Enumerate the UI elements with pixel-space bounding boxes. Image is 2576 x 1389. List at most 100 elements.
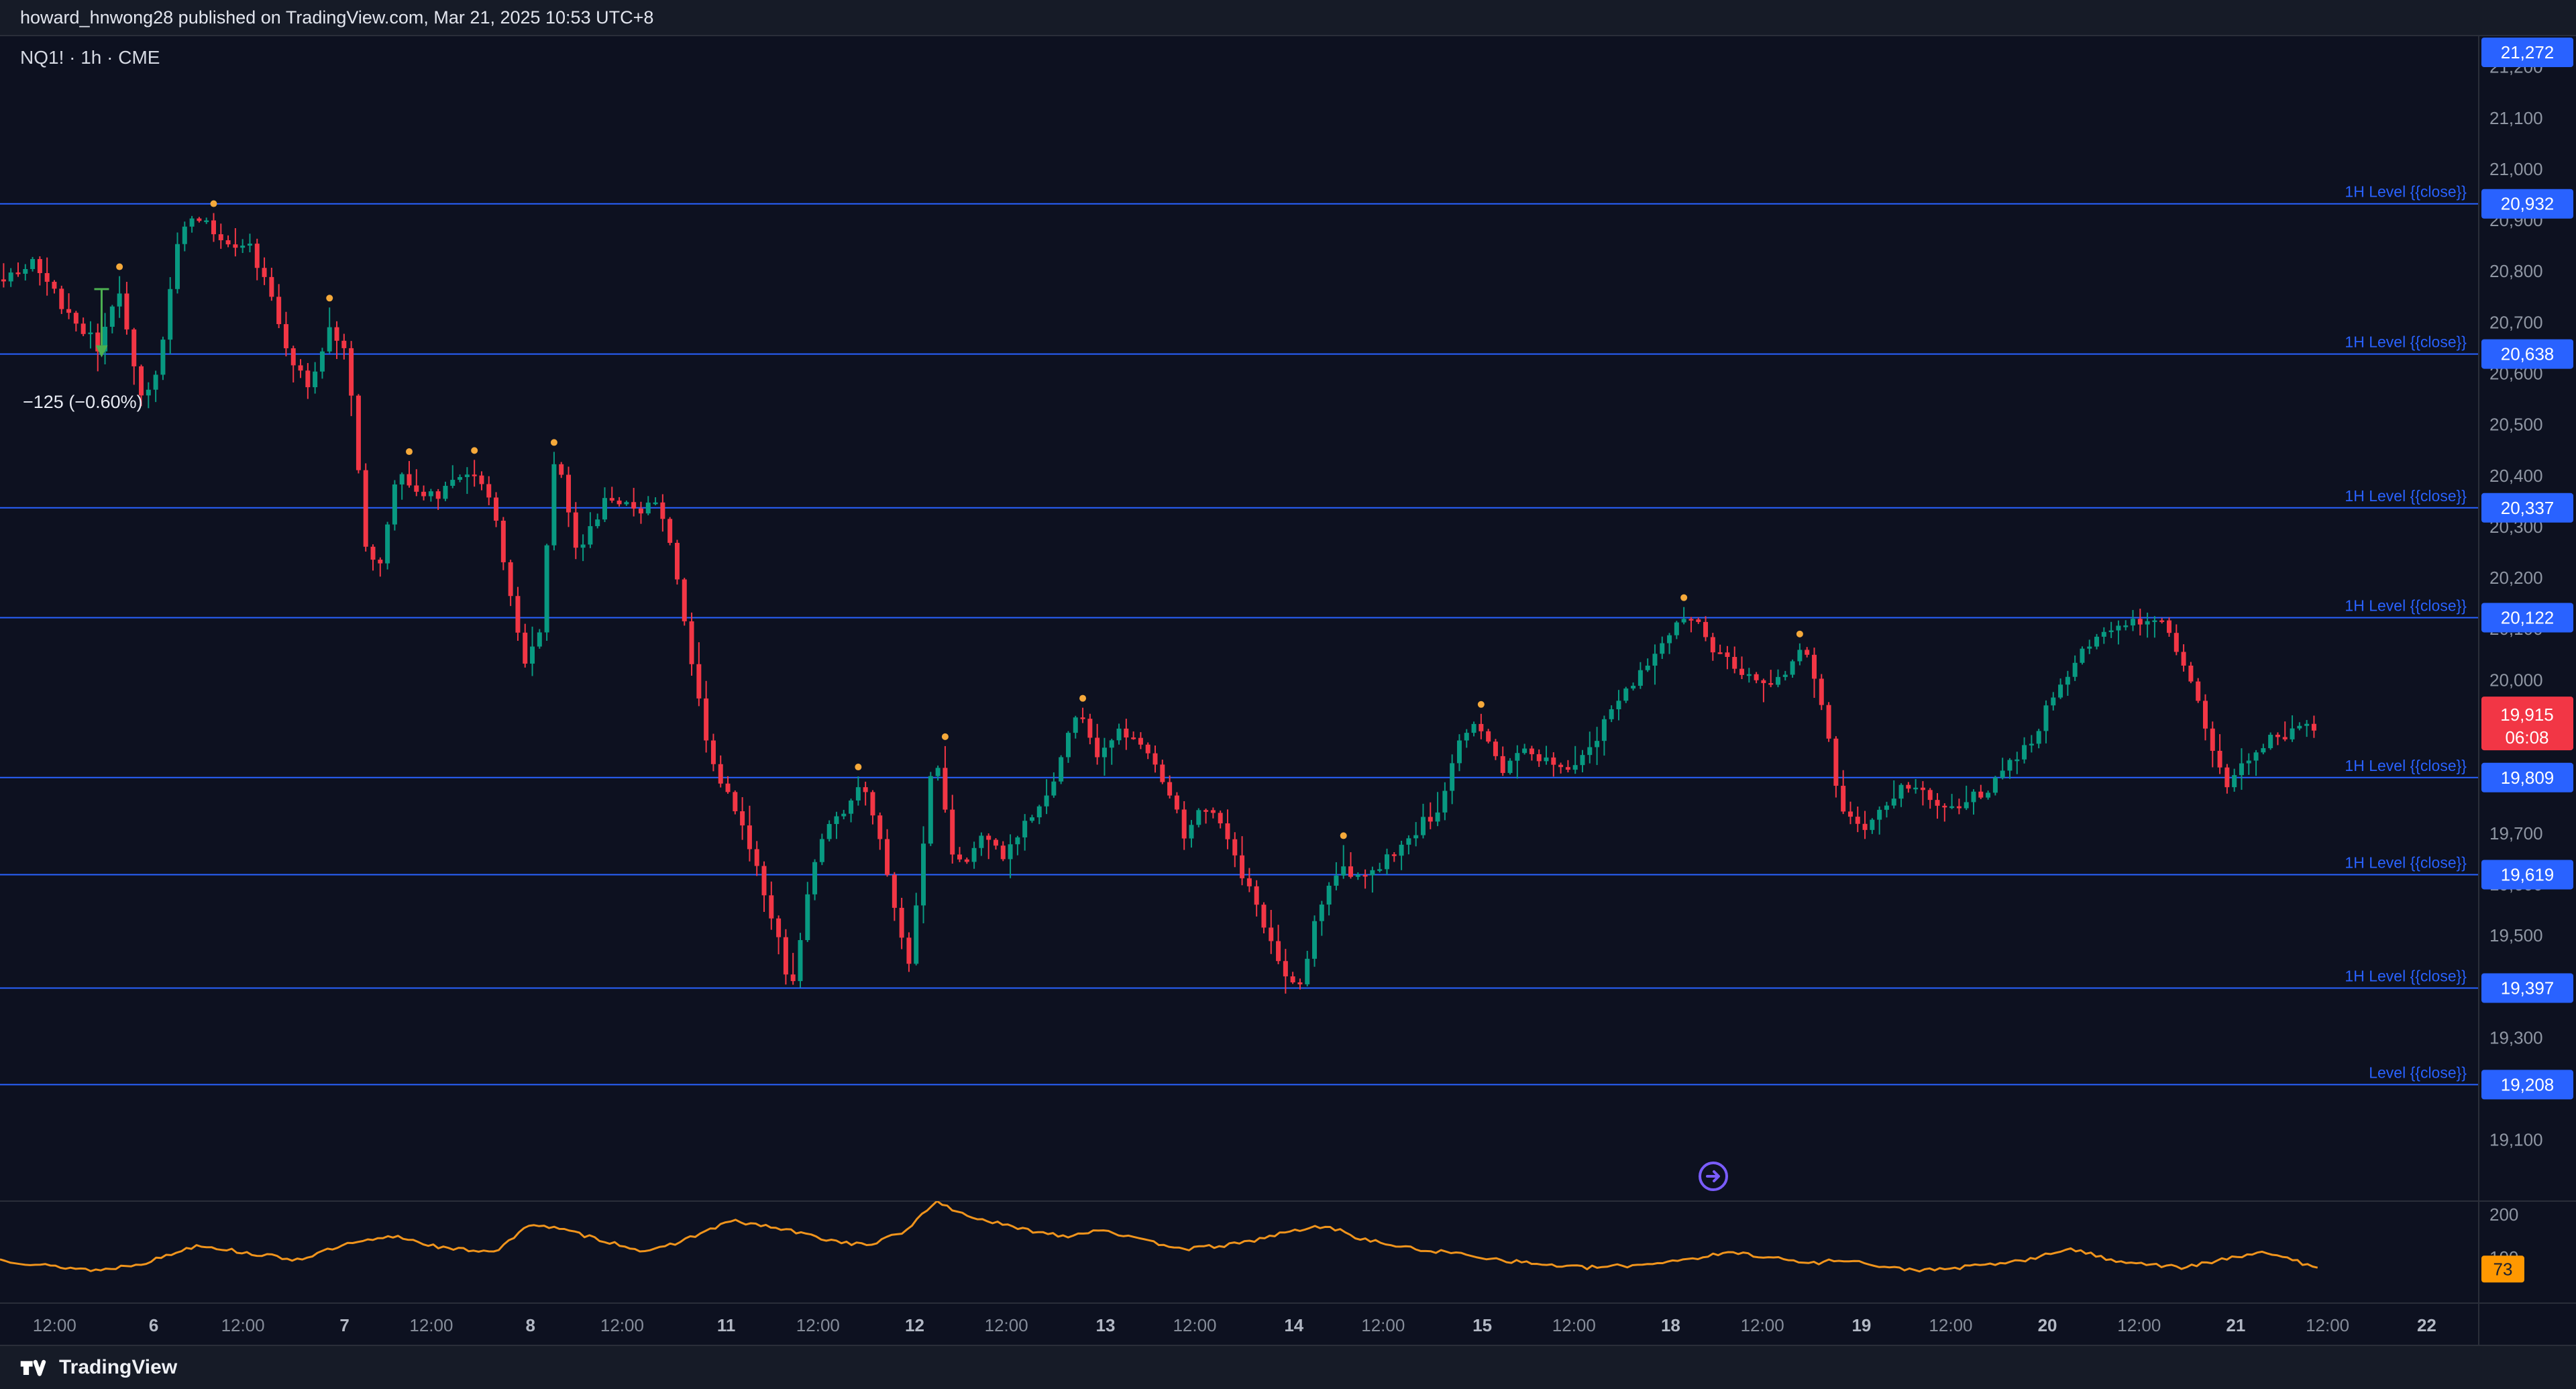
candle-body xyxy=(1761,680,1766,684)
candle-body xyxy=(2217,750,2222,768)
candle-body xyxy=(1225,823,1230,839)
candle-body xyxy=(638,508,643,514)
candle-body xyxy=(834,816,839,824)
candle-body xyxy=(2268,734,2273,748)
candle-body xyxy=(1341,866,1346,876)
candle-body xyxy=(197,218,202,221)
candle-body xyxy=(1312,921,1318,959)
candle-body xyxy=(1906,784,1911,789)
brand-name[interactable]: TradingView xyxy=(59,1356,178,1378)
candle-body xyxy=(1196,810,1201,825)
candle-body xyxy=(2152,620,2157,623)
candle-body xyxy=(153,374,158,390)
level-price-badge-bg xyxy=(2481,38,2573,67)
candle-body xyxy=(1218,813,1223,824)
level-price-badge-text: 20,638 xyxy=(2501,344,2555,364)
indicator-value-badge-bg xyxy=(2481,1255,2524,1283)
time-axis[interactable] xyxy=(0,1303,2479,1345)
candle-body xyxy=(385,524,390,564)
marker-dot-icon xyxy=(941,733,949,740)
candle-body xyxy=(378,560,383,564)
candle-body xyxy=(1044,795,1049,807)
candle-body xyxy=(1152,753,1158,765)
candle-body xyxy=(1464,733,1469,741)
candle-body xyxy=(1102,748,1107,758)
candle-body xyxy=(2246,760,2251,764)
candle-body xyxy=(1428,817,1433,822)
level-price-badge-text: 20,337 xyxy=(2501,498,2555,518)
level-line-label: 1H Level {{close}} xyxy=(2345,757,2467,774)
candle-body xyxy=(1927,790,1933,801)
candle-body xyxy=(2007,760,2012,771)
candle-body xyxy=(1203,810,1209,812)
candle-body xyxy=(1811,654,1817,679)
level-price-badge: 20,932 xyxy=(2481,189,2573,219)
symbol-legend[interactable]: NQ1! · 1h · CME xyxy=(20,47,160,68)
candle-body xyxy=(674,543,680,580)
candle-body xyxy=(2131,619,2136,626)
candle-body xyxy=(1587,747,1593,756)
candle-body xyxy=(1782,674,1788,677)
candle-body xyxy=(1515,753,1520,761)
candle-body xyxy=(1544,757,1549,762)
candle-body xyxy=(993,839,998,846)
tradingview-logo-icon[interactable] xyxy=(19,1353,48,1382)
candle-body xyxy=(1008,844,1013,860)
candle-body xyxy=(211,220,216,235)
time-tick-label: 11 xyxy=(717,1315,736,1335)
time-tick-label: 12:00 xyxy=(796,1315,840,1335)
candle-body xyxy=(580,544,586,548)
candle-body xyxy=(103,326,108,352)
candle-body xyxy=(921,843,926,906)
candle-body xyxy=(2290,728,2295,739)
candle-body xyxy=(233,244,238,248)
candle-body xyxy=(1696,619,1701,622)
candle-body xyxy=(80,323,86,334)
marker-dot-icon xyxy=(1796,630,1803,637)
candle-body xyxy=(964,859,969,862)
candle-body xyxy=(1688,619,1694,621)
candle-body xyxy=(1536,754,1542,762)
candle-body xyxy=(1355,874,1360,877)
candle-body xyxy=(1884,805,1889,810)
candle-body xyxy=(1992,777,1998,793)
measure-annotation: −125 (−0.60%) xyxy=(23,392,143,413)
level-price-badge-text: 19,208 xyxy=(2501,1074,2555,1094)
candle-body xyxy=(66,309,72,313)
scroll-right-button[interactable] xyxy=(1699,1162,1728,1191)
indicator-value-badge: 73 xyxy=(2481,1255,2524,1283)
candle-body xyxy=(1334,875,1339,886)
candle-body xyxy=(2022,745,2027,760)
candle-body xyxy=(1710,637,1715,653)
candle-body xyxy=(1000,845,1006,860)
candle-body xyxy=(1131,737,1136,739)
level-price-badge: 20,337 xyxy=(2481,493,2573,523)
publisher-text: howard_hnwong28 published on TradingView… xyxy=(20,7,654,28)
current-price-badge-bg xyxy=(2481,697,2573,751)
candle-body xyxy=(2123,625,2129,627)
price-tick-label: 19,700 xyxy=(2489,823,2543,843)
candle-body xyxy=(1073,717,1078,733)
candle-body xyxy=(1833,738,1839,786)
candle-body xyxy=(1645,665,1650,670)
candle-body xyxy=(899,907,904,938)
candle-body xyxy=(805,894,810,940)
candle-body xyxy=(1471,723,1477,733)
candle-body xyxy=(826,823,832,839)
candle-body xyxy=(971,847,977,862)
candle-body xyxy=(624,502,629,505)
marker-dot-icon xyxy=(210,200,217,207)
candle-body xyxy=(935,768,941,776)
marker-dot-icon xyxy=(550,439,557,446)
candle-body xyxy=(1283,961,1288,977)
candle-body xyxy=(2051,697,2056,706)
candle-body xyxy=(1522,748,1527,754)
candle-body xyxy=(1507,760,1513,773)
candle-body xyxy=(1949,806,1955,809)
level-price-badge: 19,397 xyxy=(2481,973,2573,1003)
candle-body xyxy=(1181,809,1187,839)
price-tick-label: 20,500 xyxy=(2489,415,2543,435)
price-tick-label: 19,500 xyxy=(2489,925,2543,945)
candle-body xyxy=(1305,958,1310,984)
chart-pane[interactable] xyxy=(0,36,2479,1201)
